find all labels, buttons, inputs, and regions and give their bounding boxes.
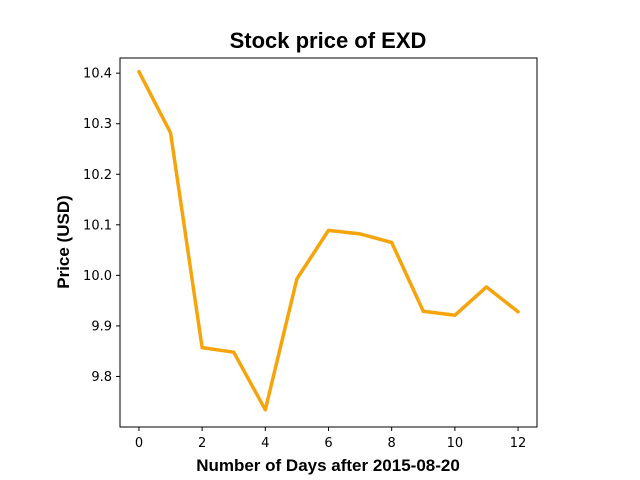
x-axis: 0 2 4 6 8 10 12 xyxy=(135,427,527,451)
plot-frame xyxy=(119,57,538,428)
x-tick-label: 4 xyxy=(261,436,269,451)
chart-title: Stock price of EXD xyxy=(230,28,427,53)
price-line xyxy=(137,69,520,412)
x-tick-label: 12 xyxy=(510,436,527,451)
y-tick-label: 10.2 xyxy=(83,168,112,183)
x-axis-label: Number of Days after 2015-08-20 xyxy=(196,456,460,475)
y-tick-label: 10.3 xyxy=(83,117,112,132)
y-tick-label: 10.4 xyxy=(83,67,112,82)
x-tick-label: 6 xyxy=(324,436,332,451)
y-axis: 9.8 9.9 10.0 10.1 10.2 10.3 10.4 xyxy=(83,67,120,385)
y-axis-label: Price (USD) xyxy=(54,195,73,289)
x-tick-label: 8 xyxy=(388,436,396,451)
y-tick-label: 9.9 xyxy=(91,319,112,334)
x-tick-label: 0 xyxy=(135,436,143,451)
x-tick-label: 10 xyxy=(447,436,464,451)
y-tick-label: 9.8 xyxy=(91,370,112,385)
y-tick-label: 10.1 xyxy=(83,218,112,233)
y-tick-label: 10.0 xyxy=(83,269,112,284)
x-tick-label: 2 xyxy=(198,436,206,451)
series-layer xyxy=(137,69,520,412)
